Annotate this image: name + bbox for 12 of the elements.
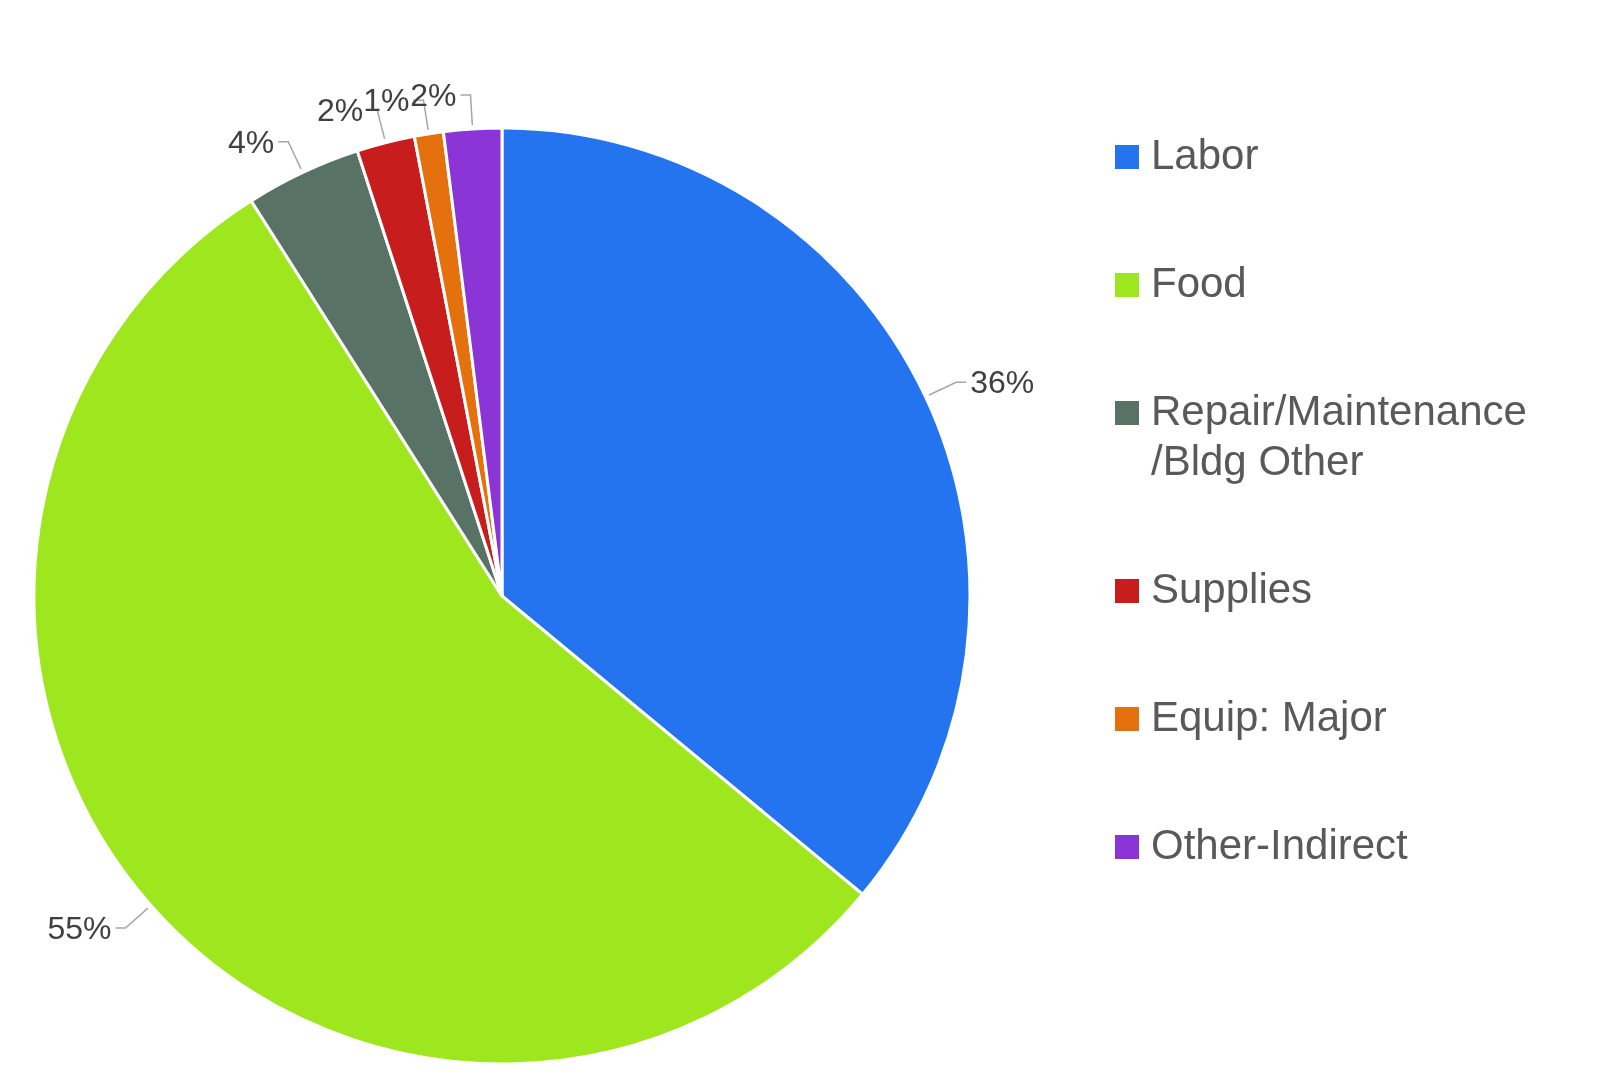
legend-label: Repair/Maintenance /Bldg Other [1151,385,1528,486]
data-label: 4% [228,123,275,160]
legend-label: Other-Indirect [1151,819,1408,870]
data-label: 55% [47,909,112,946]
legend-label: Equip: Major [1151,691,1387,742]
legend-label: Food [1151,257,1247,308]
legend-label: Supplies [1151,563,1313,614]
data-label: 1% [363,82,410,119]
data-label: 36% [970,364,1035,401]
data-label: 2% [410,76,457,113]
data-label: 2% [316,91,364,128]
legend-label: Labor [1151,129,1259,180]
